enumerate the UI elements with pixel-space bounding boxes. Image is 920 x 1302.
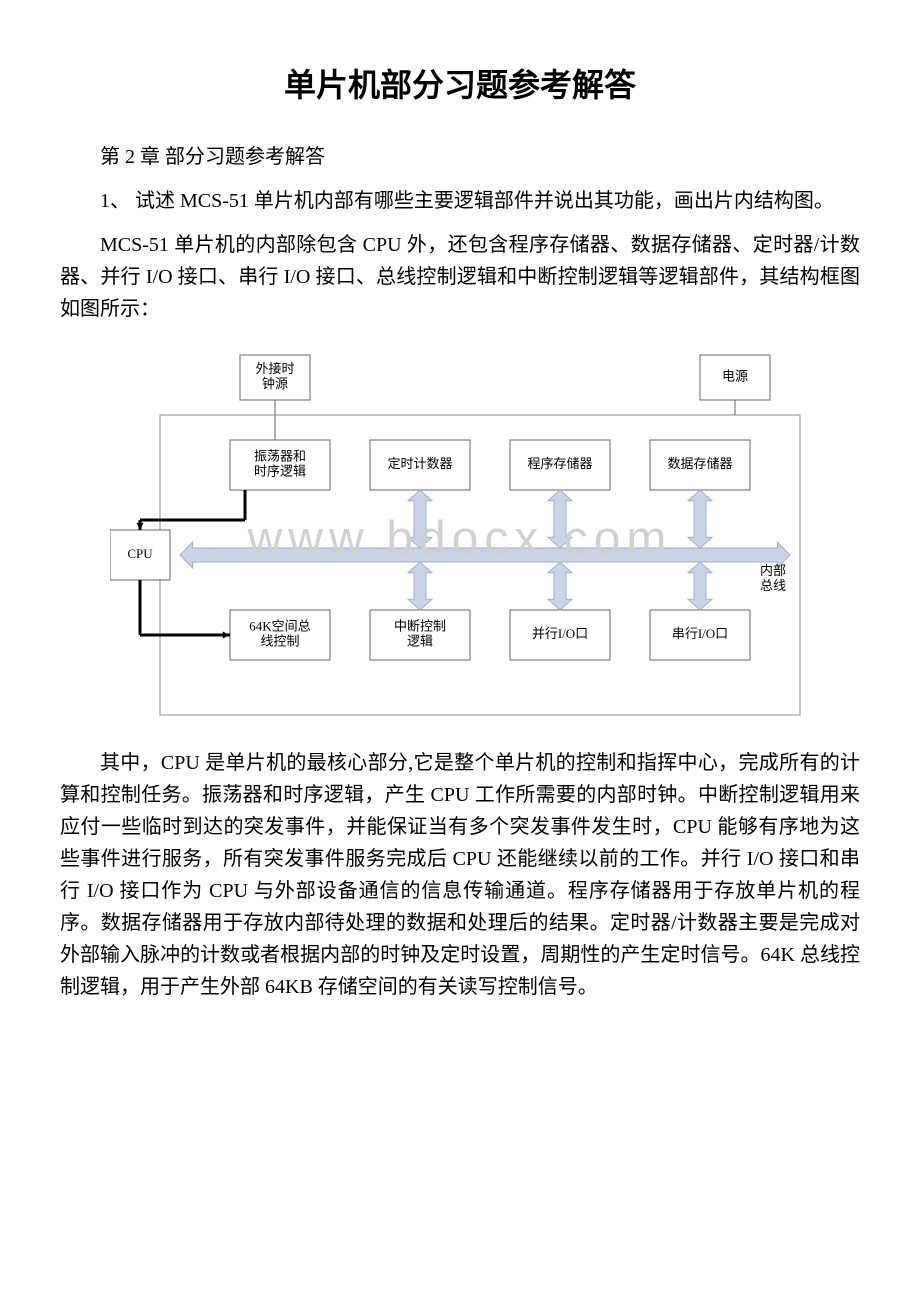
svg-text:时序逻辑: 时序逻辑 bbox=[254, 464, 306, 479]
svg-text:内部: 内部 bbox=[760, 563, 786, 578]
svg-text:CPU: CPU bbox=[127, 546, 153, 561]
svg-text:定时计数器: 定时计数器 bbox=[387, 456, 452, 471]
svg-text:并行I/O口: 并行I/O口 bbox=[532, 626, 588, 641]
paragraph-2: 其中，CPU 是单片机的最核心部分,它是整个单片机的控制和指挥中心，完成所有的计… bbox=[60, 747, 860, 1003]
paragraph-1: MCS-51 单片机的内部除包含 CPU 外，还包含程序存储器、数据存储器、定时… bbox=[60, 229, 860, 325]
svg-text:线控制: 线控制 bbox=[260, 634, 299, 649]
svg-text:程序存储器: 程序存储器 bbox=[527, 456, 592, 471]
svg-text:64K空间总: 64K空间总 bbox=[249, 619, 310, 634]
svg-text:串行I/O口: 串行I/O口 bbox=[672, 626, 728, 641]
svg-text:总线: 总线 bbox=[760, 578, 786, 593]
svg-text:中断控制: 中断控制 bbox=[394, 619, 446, 634]
svg-text:电源: 电源 bbox=[722, 369, 748, 384]
svg-text:数据存储器: 数据存储器 bbox=[667, 456, 732, 471]
mcs51-structure-svg: 外接时钟源 电源内部总线 振荡器和时序逻辑 定时计数器 程序存储器 数据存储器 64K空间总… bbox=[110, 345, 810, 735]
svg-text:外接时: 外接时 bbox=[255, 361, 294, 376]
chapter-subtitle: 第 2 章 部分习题参考解答 bbox=[60, 141, 860, 173]
svg-text:逻辑: 逻辑 bbox=[407, 634, 433, 649]
svg-text:振荡器和: 振荡器和 bbox=[254, 449, 306, 464]
page-title: 单片机部分习题参考解答 bbox=[60, 60, 860, 111]
svg-text:钟源: 钟源 bbox=[262, 376, 288, 391]
block-diagram: www.bdocx.com 外接时钟源电源内部总线振荡器和时序逻辑定时计数器程序… bbox=[110, 345, 810, 735]
question-1: 1、 试述 MCS-51 单片机内部有哪些主要逻辑部件并说出其功能，画出片内结构… bbox=[60, 185, 860, 217]
